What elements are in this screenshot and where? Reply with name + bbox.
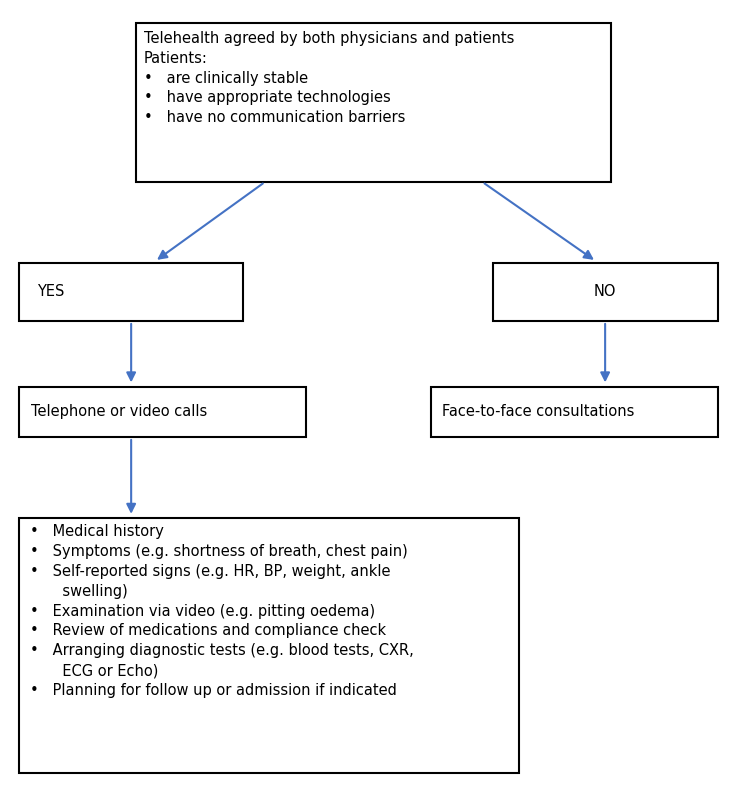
FancyBboxPatch shape xyxy=(431,387,718,437)
FancyBboxPatch shape xyxy=(137,24,611,182)
Text: Telephone or video calls: Telephone or video calls xyxy=(31,404,207,419)
FancyBboxPatch shape xyxy=(19,518,519,773)
Text: •   Medical history
•   Symptoms (e.g. shortness of breath, chest pain)
•   Self: • Medical history • Symptoms (e.g. short… xyxy=(29,525,413,697)
FancyBboxPatch shape xyxy=(493,263,718,321)
Text: NO: NO xyxy=(594,284,617,299)
FancyBboxPatch shape xyxy=(19,387,306,437)
Text: Telehealth agreed by both physicians and patients
Patients:
•   are clinically s: Telehealth agreed by both physicians and… xyxy=(143,31,514,125)
Text: Face-to-face consultations: Face-to-face consultations xyxy=(442,404,634,419)
FancyBboxPatch shape xyxy=(19,263,243,321)
Text: YES: YES xyxy=(37,284,65,299)
